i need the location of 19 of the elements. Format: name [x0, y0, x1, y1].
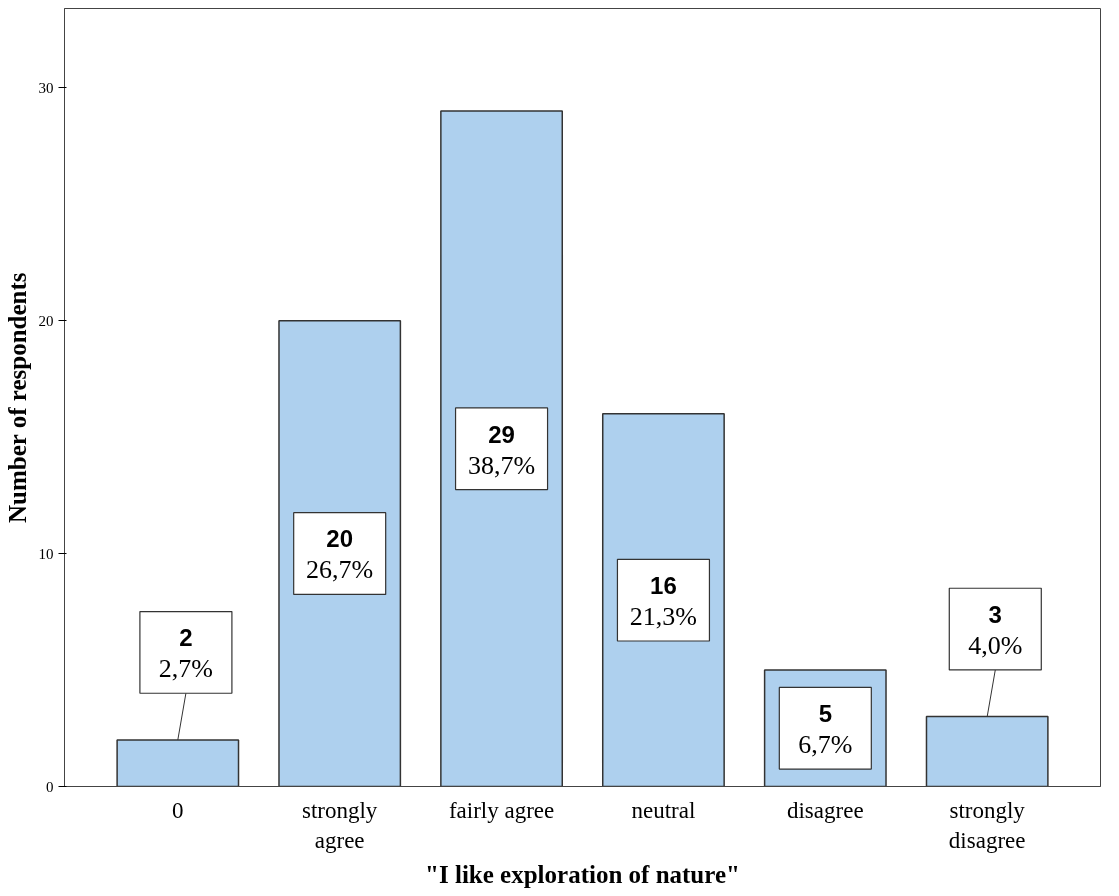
data-label: 16 21,3%: [629, 571, 698, 631]
x-tick-label: neutral: [631, 797, 696, 823]
data-label: 29 38,7%: [467, 420, 536, 480]
x-tick-label: 0: [172, 797, 184, 823]
x-axis-title: "I like exploration of nature": [425, 860, 740, 888]
y-axis-title: Number of respondents: [3, 272, 31, 523]
x-tick-label: strongly disagree: [948, 797, 1026, 853]
y-tick-label: 20: [38, 312, 54, 329]
y-tick-label: 10: [38, 545, 54, 562]
data-label: 5 6,7%: [798, 700, 853, 760]
data-label: 20 26,7%: [306, 525, 374, 585]
data-label: 2 2,7%: [158, 624, 213, 684]
data-label: 3 4,0%: [968, 600, 1023, 660]
y-tick-label: 30: [38, 79, 54, 96]
x-tick-label: strongly agree: [301, 797, 378, 853]
x-tick-label: disagree: [787, 797, 864, 823]
bar: [440, 110, 564, 787]
x-tick-label: fairly agree: [448, 797, 555, 823]
y-tick-label: 0: [46, 778, 54, 795]
